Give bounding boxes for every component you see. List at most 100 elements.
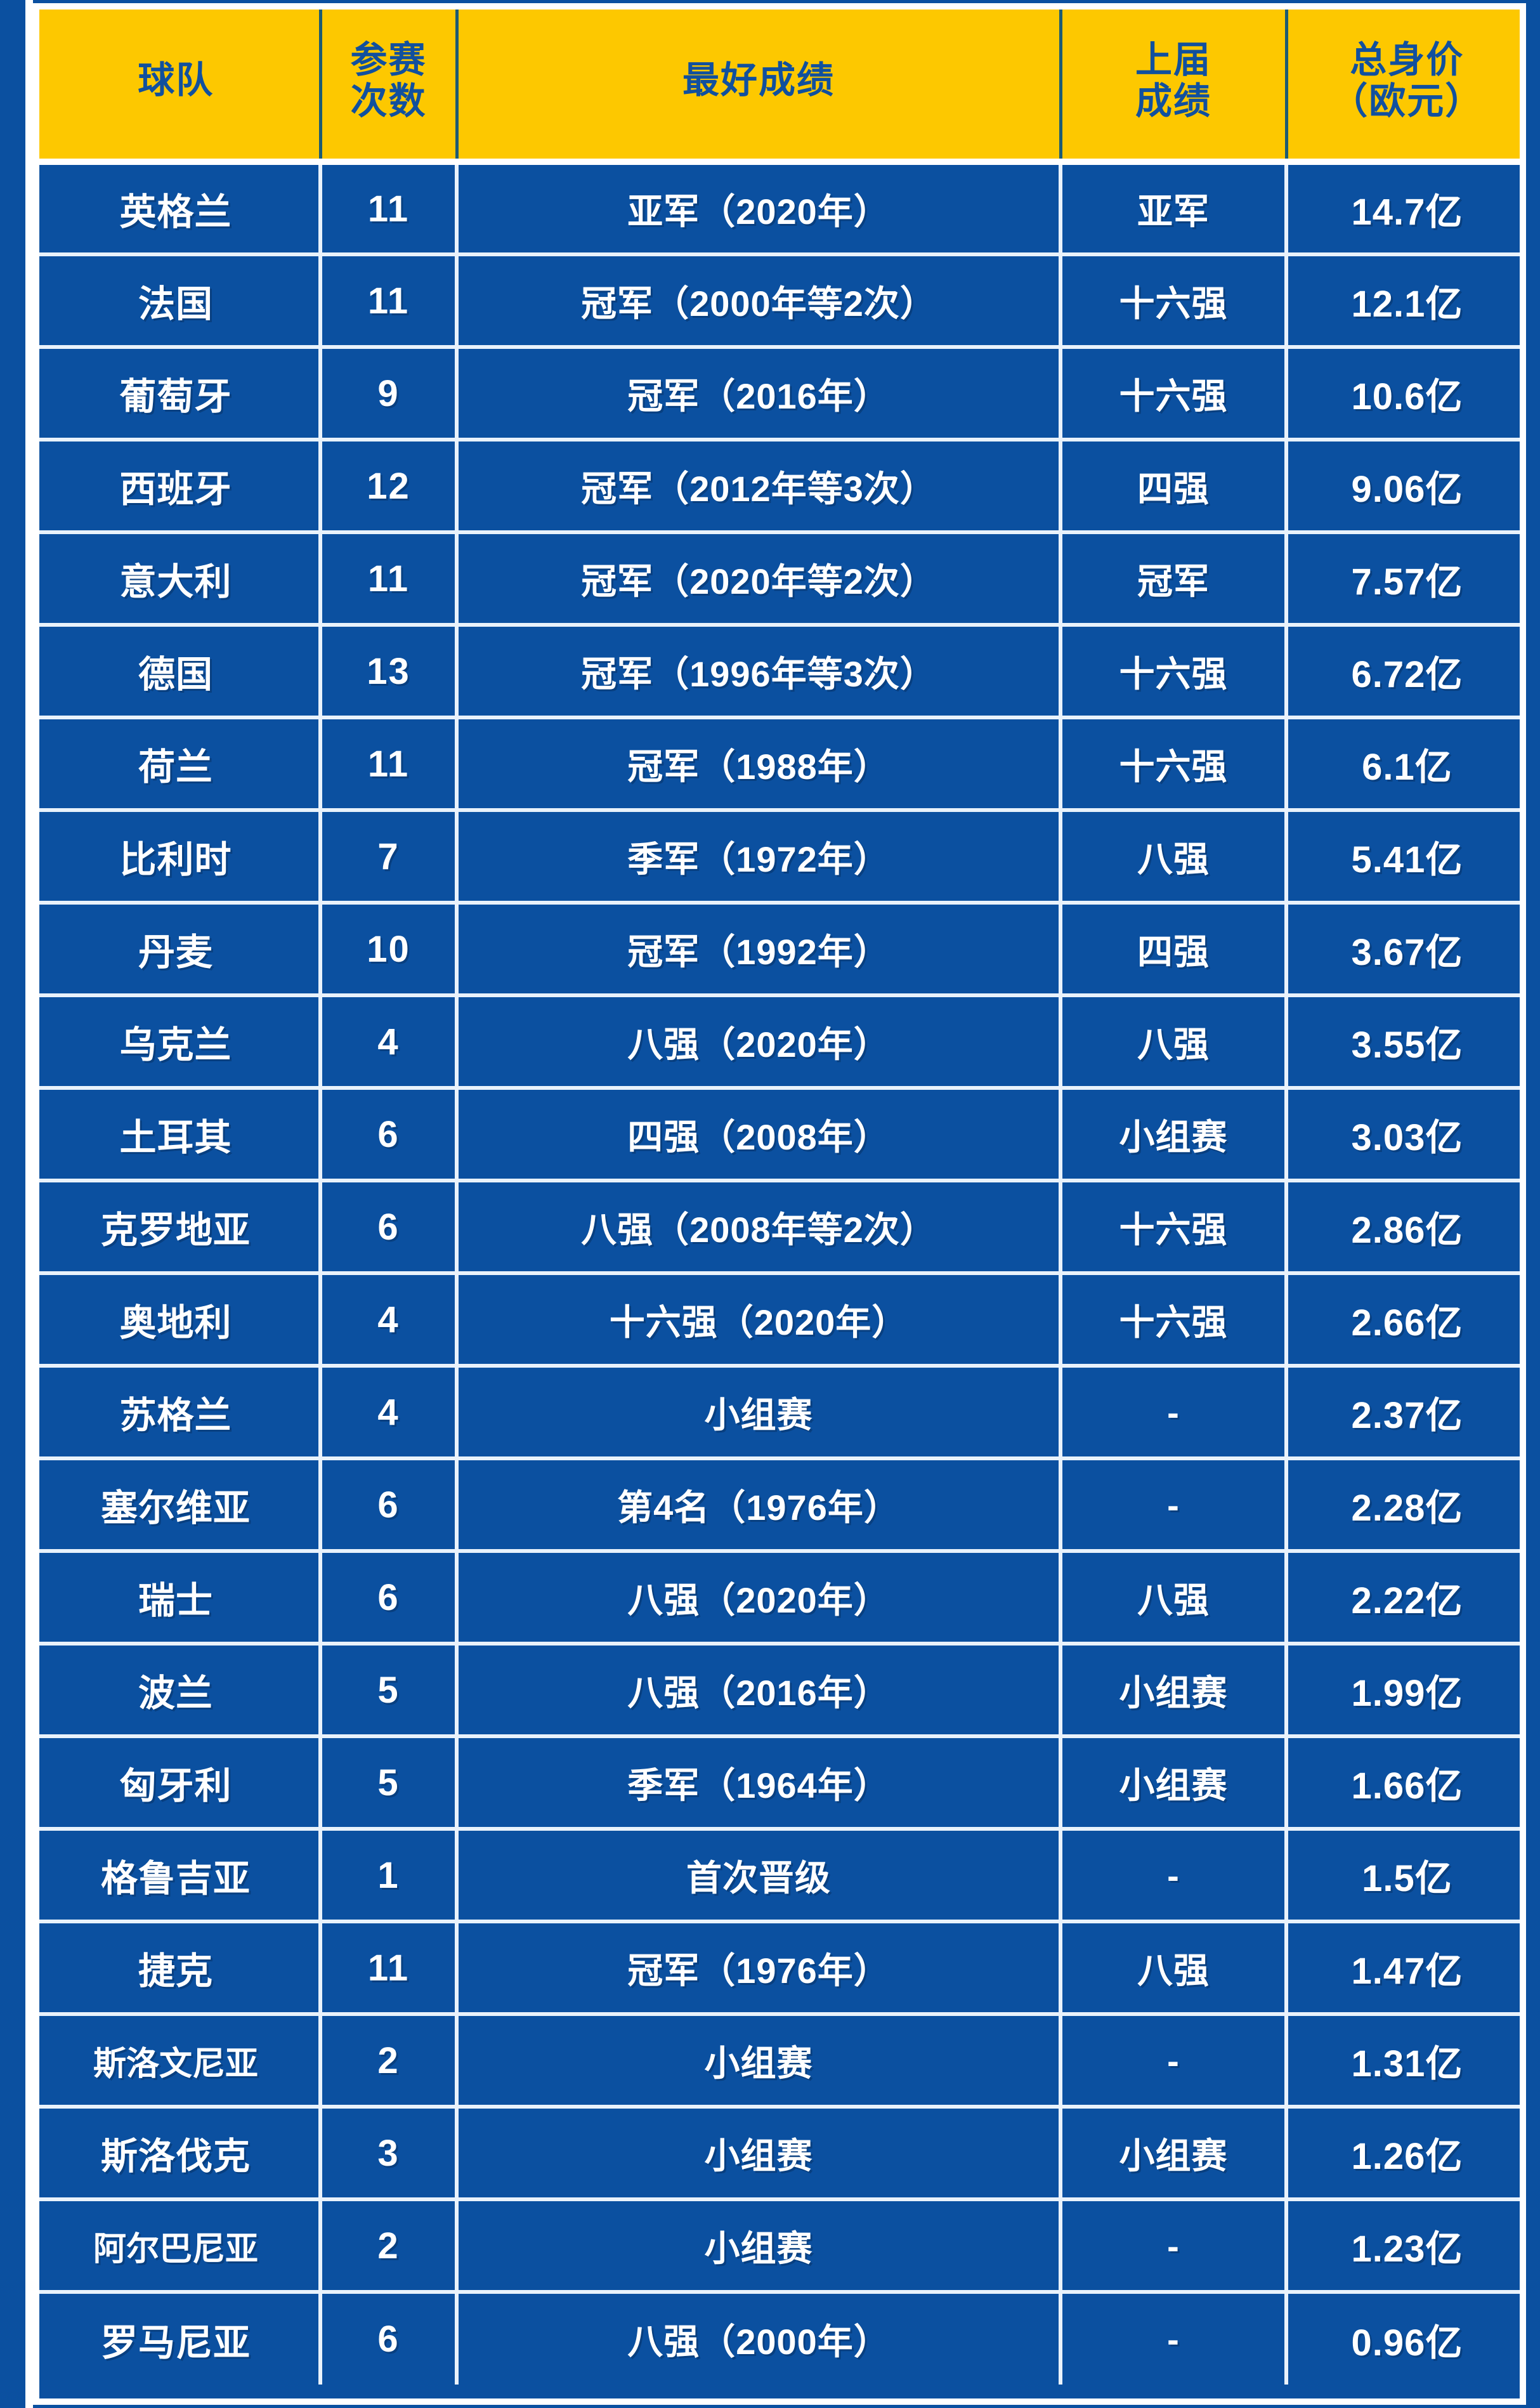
cell-appearances: 1 (320, 1829, 459, 1923)
cell-last-result: - (1060, 2014, 1288, 2109)
cell-appearances: 6 (320, 1181, 459, 1275)
cell-team: 斯洛伐克 (33, 2107, 322, 2201)
cell-appearances: 13 (320, 625, 459, 719)
table-row: 阿尔巴尼亚 2 小组赛 -1.23亿 (33, 2199, 1526, 2294)
table-row: 比利时 7 季军（1972年） 八强 5.41亿 (33, 810, 1526, 905)
cell-total-value: 1.26亿 (1286, 2107, 1526, 2201)
table-row: 丹麦 10 冠军（1992年） 四强 3.67亿 (33, 903, 1526, 997)
cell-last-result: 八强 (1060, 1921, 1288, 2016)
cell-appearances: 6 (320, 2292, 459, 2385)
column-header-last-result: 上届 成绩 (1060, 3, 1288, 165)
cell-appearances: 11 (320, 162, 459, 256)
cell-best-result: 八强（2000年） (457, 2292, 1062, 2385)
cell-team: 乌克兰 (33, 995, 322, 1090)
cell-last-result: 四强 (1060, 440, 1288, 534)
cell-total-value: 3.03亿 (1286, 1088, 1526, 1182)
cell-last-result: 亚军 (1060, 162, 1288, 256)
cell-best-result: 季军（1972年） (457, 810, 1062, 905)
cell-best-result: 冠军（1976年） (457, 1921, 1062, 2016)
cell-last-result: 八强 (1060, 995, 1288, 1090)
cell-best-result: 冠军（2016年） (457, 347, 1062, 442)
cell-appearances: 11 (320, 1921, 459, 2016)
cell-best-result: 小组赛 (457, 2014, 1062, 2109)
cell-total-value: 6.1亿 (1286, 717, 1526, 812)
cell-total-value: 1.47亿 (1286, 1921, 1526, 2016)
cell-total-value: 1.66亿 (1286, 1736, 1526, 1831)
cell-team: 塞尔维亚 (33, 1458, 322, 1553)
cell-best-result: 八强（2016年） (457, 1644, 1062, 1738)
cell-team: 阿尔巴尼亚 (33, 2199, 322, 2294)
cell-total-value: 3.67亿 (1286, 903, 1526, 997)
cell-best-result: 四强（2008年） (457, 1088, 1062, 1182)
cell-total-value: 2.22亿 (1286, 1551, 1526, 1646)
cell-best-result: 十六强（2020年） (457, 1273, 1062, 1368)
cell-last-result: 小组赛 (1060, 2107, 1288, 2201)
column-header-team: 球队 (33, 3, 322, 165)
cell-best-result: 冠军（2000年等2次） (457, 254, 1062, 349)
cell-total-value: 12.1亿 (1286, 254, 1526, 349)
table-row: 罗马尼亚 6 八强（2000年） -0.96亿 (33, 2292, 1526, 2385)
cell-total-value: 14.7亿 (1286, 162, 1526, 256)
cell-best-result: 小组赛 (457, 1366, 1062, 1460)
cell-team: 西班牙 (33, 440, 322, 534)
table-row: 苏格兰 4 小组赛 -2.37亿 (33, 1366, 1526, 1460)
cell-team: 德国 (33, 625, 322, 719)
cell-team: 罗马尼亚 (33, 2292, 322, 2385)
cell-last-result: 小组赛 (1060, 1644, 1288, 1738)
cell-appearances: 11 (320, 254, 459, 349)
table-row: 荷兰 11 冠军（1988年） 十六强 6.1亿 (33, 717, 1526, 812)
cell-last-result: 八强 (1060, 1551, 1288, 1646)
cell-appearances: 12 (320, 440, 459, 534)
cell-team: 格鲁吉亚 (33, 1829, 322, 1923)
cell-last-result: 十六强 (1060, 254, 1288, 349)
cell-team: 克罗地亚 (33, 1181, 322, 1275)
cell-team: 意大利 (33, 532, 322, 627)
table-row: 瑞士 6 八强（2020年） 八强 2.22亿 (33, 1551, 1526, 1646)
cell-total-value: 2.86亿 (1286, 1181, 1526, 1275)
cell-appearances: 10 (320, 903, 459, 997)
column-header-total-value-line-1: 总身价 (1350, 39, 1465, 81)
cell-team: 匈牙利 (33, 1736, 322, 1831)
table-row: 奥地利 4 十六强（2020年） 十六强 2.66亿 (33, 1273, 1526, 1368)
column-header-appearances-line-1: 参赛 (350, 39, 427, 81)
cell-total-value: 1.5亿 (1286, 1829, 1526, 1923)
cell-appearances: 2 (320, 2199, 459, 2294)
cell-total-value: 2.28亿 (1286, 1458, 1526, 1553)
cell-best-result: 八强（2020年） (457, 995, 1062, 1090)
cell-last-result: - (1060, 1366, 1288, 1460)
table-row: 斯洛伐克 3 小组赛 小组赛 1.26亿 (33, 2107, 1526, 2201)
euro-teams-table: 球队 参赛 次数 最好成绩 上届 成绩 总身价 （欧元） (33, 3, 1526, 2385)
cell-team: 捷克 (33, 1921, 322, 2016)
table-row: 波兰 5 八强（2016年） 小组赛 1.99亿 (33, 1644, 1526, 1738)
cell-appearances: 5 (320, 1736, 459, 1831)
cell-total-value: 1.23亿 (1286, 2199, 1526, 2294)
cell-best-result: 小组赛 (457, 2199, 1062, 2294)
cell-appearances: 6 (320, 1458, 459, 1553)
cell-best-result: 冠军（2020年等2次） (457, 532, 1062, 627)
cell-team: 葡萄牙 (33, 347, 322, 442)
cell-last-result: 十六强 (1060, 1273, 1288, 1368)
table-row: 捷克 11 冠军（1976年） 八强 1.47亿 (33, 1921, 1526, 2016)
cell-best-result: 冠军（2012年等3次） (457, 440, 1062, 534)
cell-total-value: 5.41亿 (1286, 810, 1526, 905)
cell-appearances: 4 (320, 1366, 459, 1460)
cell-team: 荷兰 (33, 717, 322, 812)
table-row: 西班牙 12 冠军（2012年等3次） 四强 9.06亿 (33, 440, 1526, 534)
cell-total-value: 10.6亿 (1286, 347, 1526, 442)
column-header-appearances: 参赛 次数 (320, 3, 459, 165)
cell-team: 瑞士 (33, 1551, 322, 1646)
column-header-total-value: 总身价 （欧元） (1286, 3, 1526, 165)
table-row: 英格兰 11 亚军（2020年） 亚军 14.7亿 (33, 162, 1526, 256)
cell-team: 斯洛文尼亚 (33, 2014, 322, 2109)
cell-appearances: 4 (320, 1273, 459, 1368)
left-white-gutter (25, 0, 33, 2408)
cell-total-value: 9.06亿 (1286, 440, 1526, 534)
header-row: 球队 参赛 次数 最好成绩 上届 成绩 总身价 （欧元） (33, 3, 1526, 165)
table-row: 斯洛文尼亚 2 小组赛 -1.31亿 (33, 2014, 1526, 2109)
cell-last-result: - (1060, 2199, 1288, 2294)
column-header-appearances-line-2: 次数 (350, 80, 427, 122)
cell-last-result: - (1060, 2292, 1288, 2385)
table-row: 德国 13 冠军（1996年等3次） 十六强 6.72亿 (33, 625, 1526, 719)
cell-best-result: 八强（2020年） (457, 1551, 1062, 1646)
